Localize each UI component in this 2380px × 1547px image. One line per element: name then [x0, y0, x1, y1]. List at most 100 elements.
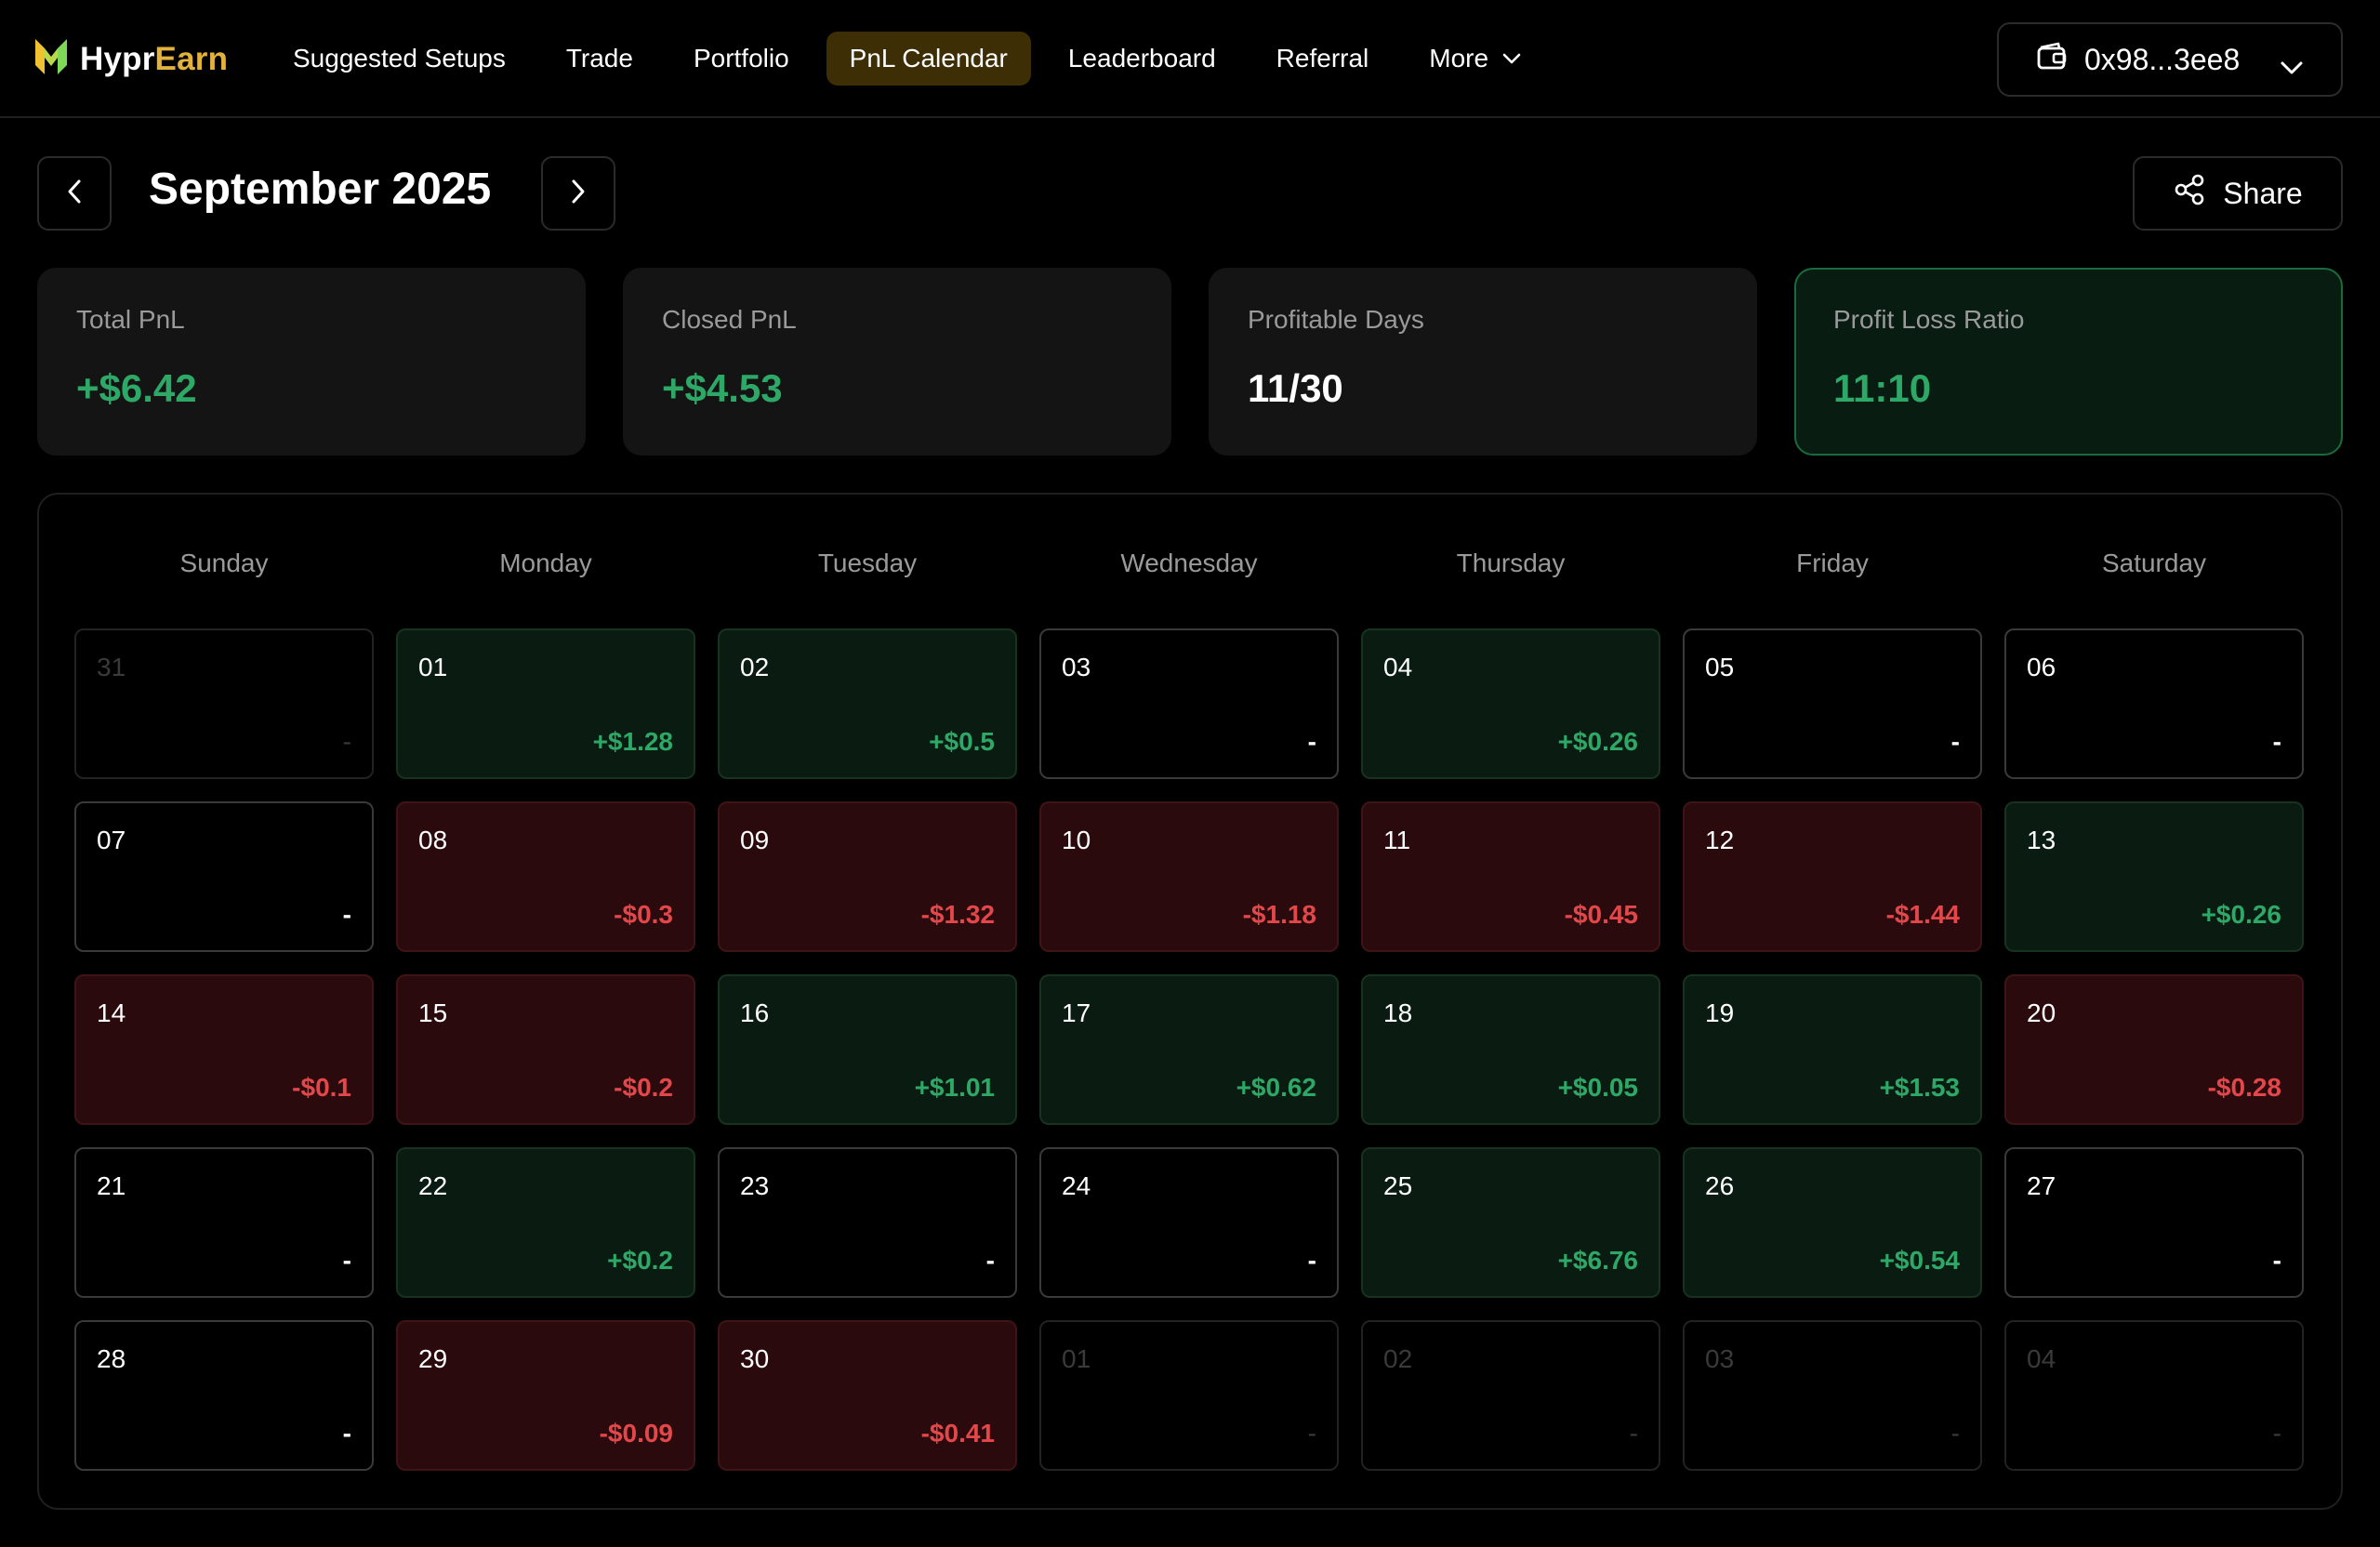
calendar-day-cell[interactable]: 16 +$1.01 — [718, 974, 1017, 1125]
stat-label: Closed PnL — [662, 305, 797, 334]
brand-name: HyprEarn — [80, 40, 229, 77]
weekday-friday: Friday — [1796, 549, 1869, 577]
day-number: 29 — [418, 1344, 448, 1373]
wallet-button[interactable]: 0x98...3ee8 — [1997, 22, 2343, 97]
day-number: 03 — [1705, 1344, 1735, 1373]
calendar-day-cell[interactable]: 01 +$1.28 — [396, 628, 695, 779]
day-pnl: -$1.32 — [920, 900, 995, 929]
nav-more-dropdown[interactable]: More — [1406, 32, 1545, 86]
calendar-day-cell[interactable]: 28 - — [74, 1320, 374, 1471]
wallet-address: 0x98...3ee8 — [2084, 42, 2241, 76]
calendar-day-cell[interactable]: 30 -$0.41 — [718, 1320, 1017, 1471]
day-pnl: -$0.09 — [599, 1419, 673, 1448]
day-pnl: +$0.05 — [1557, 1073, 1638, 1102]
day-pnl: -$1.18 — [1242, 900, 1316, 929]
day-number: 02 — [740, 653, 770, 681]
calendar-day-cell[interactable]: 11 -$0.45 — [1361, 801, 1660, 952]
day-pnl: - — [2272, 1419, 2281, 1448]
nav-referral[interactable]: Referral — [1276, 44, 1369, 73]
day-pnl: +$0.5 — [929, 727, 995, 756]
nav-trade[interactable]: Trade — [565, 44, 633, 73]
day-pnl: +$0.62 — [1236, 1073, 1316, 1102]
day-pnl: +$0.2 — [607, 1246, 673, 1275]
stat-card-total-pnl: Total PnL +$6.42 — [37, 268, 586, 456]
calendar-day-cell[interactable]: 24 - — [1039, 1147, 1339, 1298]
stats-row: Total PnL +$6.42 Closed PnL +$4.53 Profi… — [37, 268, 2343, 456]
day-pnl: -$0.45 — [1564, 900, 1638, 929]
weekday-header: Sunday Monday Tuesday Wednesday Thursday… — [74, 549, 2307, 578]
weekday-tuesday: Tuesday — [817, 549, 918, 577]
calendar-day-cell[interactable]: 26 +$0.54 — [1683, 1147, 1982, 1298]
weekday-thursday: Thursday — [1456, 549, 1566, 577]
nav-portfolio[interactable]: Portfolio — [693, 44, 789, 73]
day-number: 30 — [740, 1344, 770, 1373]
calendar-day-cell[interactable]: 09 -$1.32 — [718, 801, 1017, 952]
day-number: 03 — [1062, 653, 1091, 681]
day-number: 17 — [1062, 998, 1091, 1027]
calendar-day-cell[interactable]: 02 - — [1361, 1320, 1660, 1471]
day-pnl: -$1.44 — [1885, 900, 1960, 929]
calendar-day-cell[interactable]: 12 -$1.44 — [1683, 801, 1982, 952]
prev-month-button[interactable] — [37, 156, 112, 231]
calendar-day-cell[interactable]: 18 +$0.05 — [1361, 974, 1660, 1125]
day-pnl: -$0.2 — [614, 1073, 673, 1102]
calendar-day-cell[interactable]: 31 - — [74, 628, 374, 779]
calendar-day-cell[interactable]: 20 -$0.28 — [2004, 974, 2304, 1125]
day-number: 04 — [2027, 1344, 2056, 1373]
nav-pnl-calendar[interactable]: PnL Calendar — [826, 32, 1031, 86]
day-pnl: - — [1629, 1419, 1638, 1448]
day-number: 13 — [2027, 826, 2056, 854]
calendar-day-cell[interactable]: 14 -$0.1 — [74, 974, 374, 1125]
day-pnl: - — [1950, 1419, 1960, 1448]
calendar-day-cell[interactable]: 01 - — [1039, 1320, 1339, 1471]
day-pnl: - — [1950, 727, 1960, 756]
calendar-day-cell[interactable]: 27 - — [2004, 1147, 2304, 1298]
nav-suggested-setups[interactable]: Suggested Setups — [293, 44, 506, 73]
share-button[interactable]: Share — [2133, 156, 2343, 231]
stat-value: 11:10 — [1833, 366, 1932, 410]
calendar-day-cell[interactable]: 06 - — [2004, 628, 2304, 779]
share-icon — [2173, 173, 2206, 214]
next-month-button[interactable] — [541, 156, 615, 231]
top-navbar: HyprEarn Suggested Setups Trade Portfoli… — [0, 0, 2380, 118]
calendar-day-cell[interactable]: 05 - — [1683, 628, 1982, 779]
calendar-day-cell[interactable]: 02 +$0.5 — [718, 628, 1017, 779]
calendar-day-cell[interactable]: 23 - — [718, 1147, 1017, 1298]
day-pnl: +$0.54 — [1879, 1246, 1960, 1275]
stat-card-profit-loss-ratio: Profit Loss Ratio 11:10 — [1794, 268, 2343, 456]
day-pnl: +$1.01 — [914, 1073, 995, 1102]
day-pnl: -$0.1 — [292, 1073, 351, 1102]
chevron-left-icon — [66, 178, 83, 209]
calendar-day-cell[interactable]: 21 - — [74, 1147, 374, 1298]
day-pnl: -$0.3 — [614, 900, 673, 929]
day-pnl: +$1.53 — [1879, 1073, 1960, 1102]
calendar-day-cell[interactable]: 15 -$0.2 — [396, 974, 695, 1125]
calendar-day-cell[interactable]: 08 -$0.3 — [396, 801, 695, 952]
day-number: 26 — [1705, 1171, 1735, 1200]
calendar-day-cell[interactable]: 04 +$0.26 — [1361, 628, 1660, 779]
nav-leaderboard[interactable]: Leaderboard — [1067, 44, 1216, 73]
day-pnl: -$0.41 — [920, 1419, 995, 1448]
day-pnl: -$0.28 — [2207, 1073, 2281, 1102]
day-number: 02 — [1383, 1344, 1413, 1373]
calendar-day-cell[interactable]: 29 -$0.09 — [396, 1320, 695, 1471]
calendar-day-cell[interactable]: 03 - — [1039, 628, 1339, 779]
stat-label: Total PnL — [76, 305, 185, 334]
weekday-sunday: Sunday — [179, 549, 269, 577]
day-number: 31 — [97, 653, 126, 681]
calendar-day-cell[interactable]: 10 -$1.18 — [1039, 801, 1339, 952]
calendar-day-cell[interactable]: 03 - — [1683, 1320, 1982, 1471]
calendar-day-cell[interactable]: 19 +$1.53 — [1683, 974, 1982, 1125]
weekday-wednesday: Wednesday — [1120, 549, 1258, 577]
main-nav: Suggested Setups Trade Portfolio PnL Cal… — [270, 32, 1559, 86]
calendar-day-cell[interactable]: 25 +$6.76 — [1361, 1147, 1660, 1298]
calendar-day-cell[interactable]: 17 +$0.62 — [1039, 974, 1339, 1125]
day-number: 20 — [2027, 998, 2056, 1027]
calendar-day-cell[interactable]: 22 +$0.2 — [396, 1147, 695, 1298]
calendar-day-cell[interactable]: 07 - — [74, 801, 374, 952]
calendar-day-cell[interactable]: 04 - — [2004, 1320, 2304, 1471]
calendar-day-cell[interactable]: 13 +$0.26 — [2004, 801, 2304, 952]
brand-logo[interactable]: HyprEarn — [35, 39, 228, 79]
day-grid: 31 - 01 +$1.28 02 +$0.5 03 - 04 +$0.26 05 - 06 - 07 - 08… — [74, 628, 2304, 1471]
day-pnl: - — [1307, 727, 1316, 756]
